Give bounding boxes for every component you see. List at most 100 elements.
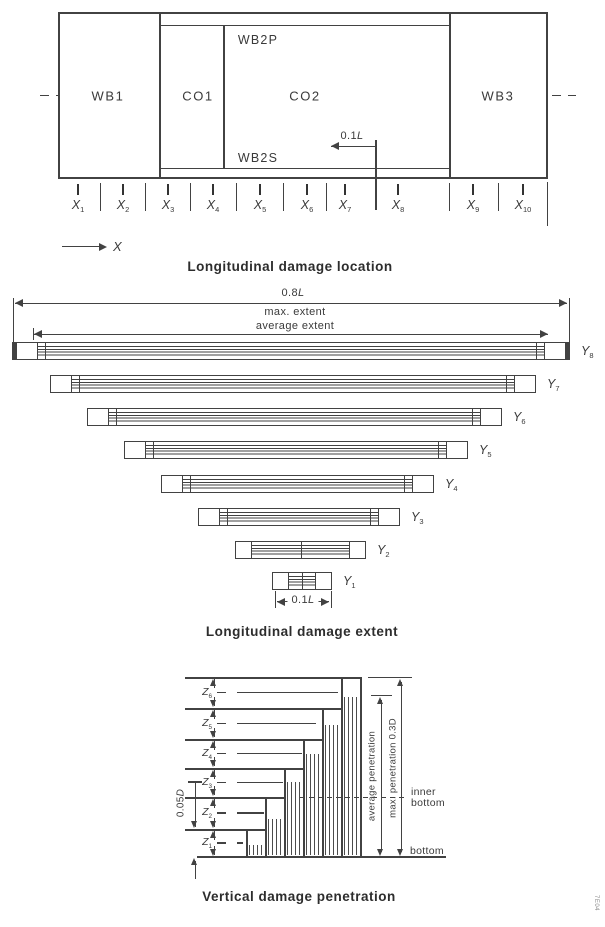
z-arrow-head-down: [210, 759, 216, 767]
extent-bar-divider: [288, 573, 290, 589]
extent-bar-divider: [411, 476, 413, 492]
penetration-title: Vertical damage penetration: [202, 889, 396, 904]
extent-bar-label: Y7: [547, 377, 560, 393]
x-zone-separator: [449, 183, 451, 211]
dim-01L-location-arrow-left: [331, 142, 339, 151]
x-tick-label: X5: [253, 198, 267, 214]
inner-bottom-label: inner bottom: [411, 786, 445, 810]
z-leader-line: [237, 691, 338, 694]
z-leader-line: [237, 812, 264, 814]
inner-bottom-dashed-line: [300, 796, 408, 798]
z-label-dash: [217, 722, 226, 725]
penetration-column-hatch: [325, 725, 340, 855]
penetration-level-line: [185, 677, 362, 679]
dim-08L-arrow-left: [15, 299, 23, 308]
dim-08L-line: [15, 302, 567, 304]
penetration-column: [284, 768, 305, 858]
penetration-level-line: [185, 739, 306, 741]
extent-bar-label: Y5: [479, 443, 492, 459]
max-extent-label: max. extent: [264, 306, 326, 318]
x-tick-mark: [258, 184, 262, 195]
x-tick-label: X7: [338, 198, 352, 214]
x-ticks-end-line: [546, 182, 548, 226]
dim-08L-ref-left: [13, 298, 15, 343]
z-leader-line: [237, 842, 243, 844]
extent-title: Longitudinal damage extent: [205, 624, 399, 639]
penetration-level-line: [185, 797, 267, 799]
extent-bar: [124, 441, 468, 459]
z-leader-line: [237, 781, 283, 784]
z-leader-line: [237, 752, 302, 755]
z-arrow-head-up: [210, 709, 216, 717]
extent-bar-divider: [108, 409, 110, 425]
extent-bar-divider: [182, 476, 184, 492]
penetration-column: [246, 829, 267, 858]
x-tick-mark: [211, 184, 215, 195]
bottom-label: bottom: [410, 845, 444, 857]
extent-bar-divider: [377, 509, 379, 525]
avg-pen-arrow-line: [380, 700, 382, 852]
compartment-co2-label: CO2: [284, 88, 326, 103]
extent-bar-hatch: [182, 479, 413, 489]
x-tick-label: X2: [116, 198, 130, 214]
extent-bar-inner-divider: [79, 376, 81, 392]
dim-005D-arrow: [191, 821, 197, 828]
extent-bar-label: Y2: [377, 543, 390, 559]
extent-bar-inner-divider: [116, 409, 118, 425]
z-arrow-head-down: [210, 699, 216, 707]
penetration-column-hatch: [344, 697, 359, 855]
extent-bar-label: Y6: [513, 410, 526, 426]
extent-bar-hatch: [145, 445, 447, 455]
extent-bar-divider: [513, 376, 515, 392]
x-zone-separator: [100, 183, 102, 211]
extent-bar-inner-divider: [153, 442, 155, 458]
avg-extent-tick-left: [32, 328, 34, 340]
extent-bar-inner-divider: [302, 573, 304, 589]
z-arrow-head-down: [210, 848, 216, 856]
x-zone-separator: [283, 183, 285, 211]
extent-bar-label: Y4: [445, 477, 458, 493]
dim-01L-extent-tick-right: [330, 591, 332, 608]
extent-bar-label: Y8: [581, 344, 594, 360]
extent-bar: [272, 572, 332, 590]
penetration-column: [322, 708, 343, 858]
extent-bar: [12, 342, 570, 360]
max-pen-top-ref-line: [368, 677, 412, 679]
inner-deck-bottom-line: [161, 168, 449, 170]
avg-extent-line: [33, 333, 548, 335]
extent-bar-hatch: [37, 346, 545, 356]
x-tick-mark: [521, 184, 525, 195]
dim-01L-extent-label: 0.1L: [287, 594, 319, 606]
extent-bar: [198, 508, 400, 526]
bottom-baseline: [197, 856, 446, 858]
avg-pen-top-ref-line: [371, 695, 392, 697]
dim-01L-extent-arrow-left: [277, 597, 285, 606]
bulkhead-wb1-co1: [159, 12, 161, 179]
x-zone-separator: [498, 183, 500, 211]
extent-bar-divider: [37, 343, 39, 359]
dim-01L-extent-tick-left: [274, 591, 276, 608]
penetration-column: [265, 797, 286, 858]
max-pen-arrow-line: [400, 682, 402, 852]
dim-08L-arrow-right: [559, 299, 567, 308]
location-title: Longitudinal damage location: [187, 259, 393, 274]
x-axis-label: X: [113, 239, 122, 254]
x-tick-mark: [76, 184, 80, 195]
dim-01L-location-label: 0.1L: [340, 130, 364, 142]
z-arrow-head-up: [210, 798, 216, 806]
compartment-wb2s-label: WB2S: [237, 151, 279, 165]
z-leader-line: [237, 722, 316, 725]
dim-005D-label: 0.05D: [175, 788, 187, 818]
z-arrow-head-up: [210, 740, 216, 748]
extent-bar-label: Y3: [411, 510, 424, 526]
avg-extent-arrow-right: [540, 330, 548, 339]
compartment-wb2p-label: WB2P: [237, 33, 279, 47]
max-pen-arrow-down: [397, 849, 403, 856]
extent-bar-inner-divider: [505, 376, 507, 392]
z-label-dash: [217, 752, 226, 755]
dim-08L-ref-right: [568, 298, 570, 343]
z-label-dash: [217, 812, 226, 814]
x-zone-separator: [326, 183, 328, 211]
x-tick-mark: [396, 184, 400, 195]
inner-deck-top-line: [161, 25, 449, 27]
